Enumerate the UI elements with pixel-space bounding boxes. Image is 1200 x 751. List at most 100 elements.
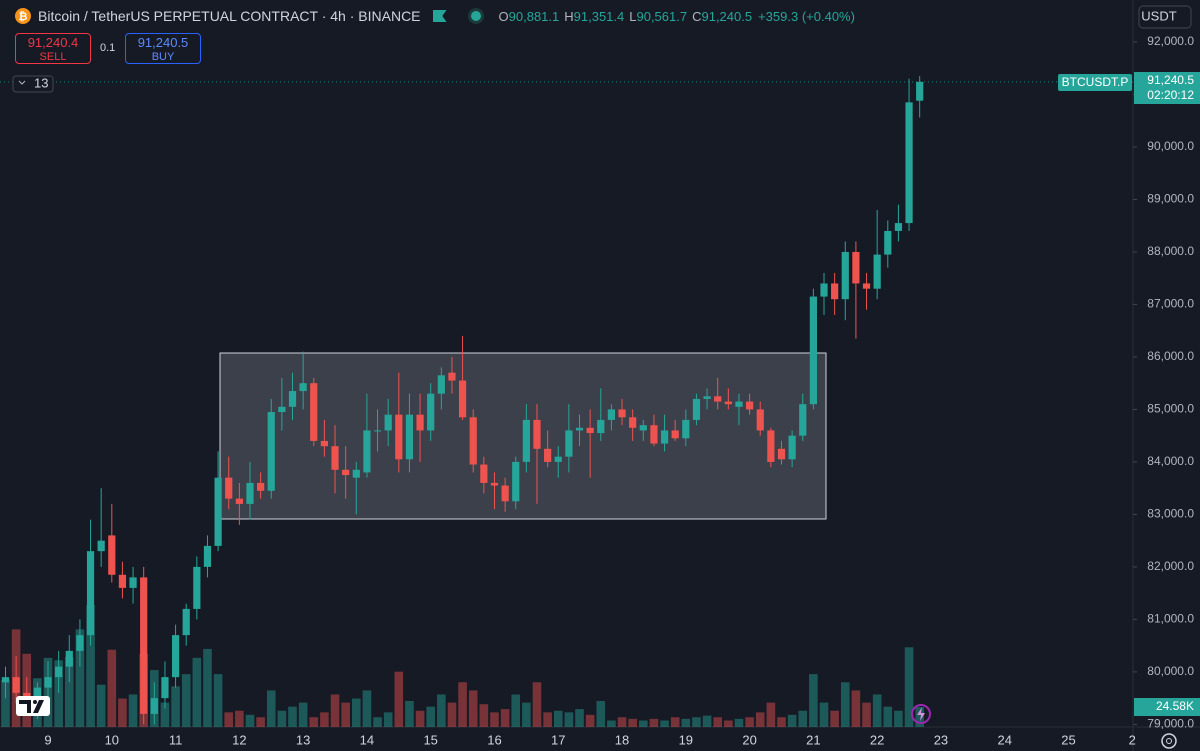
volume-tag-label: 24.58K xyxy=(1156,699,1194,713)
candle-body xyxy=(193,566,201,609)
ohlc-value: 91,351.4 xyxy=(573,8,625,24)
order-size[interactable]: 0.1 xyxy=(100,42,116,54)
volume-bar xyxy=(415,710,425,727)
volume-bar xyxy=(681,718,691,727)
volume-bar xyxy=(96,684,106,727)
ohlc-key: O xyxy=(498,8,509,24)
volume-bar xyxy=(341,702,350,727)
indicator-toggle[interactable] xyxy=(12,75,54,93)
candle-body xyxy=(225,477,233,499)
candle-body xyxy=(86,551,95,636)
candle-body xyxy=(501,485,509,502)
volume-bar xyxy=(607,720,616,727)
candle-body xyxy=(437,375,445,394)
volume-bar xyxy=(394,671,404,727)
candle-body xyxy=(490,482,499,486)
candle-body xyxy=(586,427,594,434)
y-tick-label: 79,000.0 xyxy=(1147,717,1194,731)
candle-body xyxy=(884,230,892,255)
volume-bar xyxy=(75,629,85,727)
sell-price: 91,240.4 xyxy=(27,35,79,50)
candle-layer xyxy=(1,76,924,725)
candle-body xyxy=(671,430,679,439)
x-tick-label: 18 xyxy=(615,732,629,747)
candle-body xyxy=(894,223,903,231)
candle-body xyxy=(416,414,424,431)
volume-bar xyxy=(192,657,202,727)
candle-body xyxy=(161,677,169,699)
volume-bar xyxy=(288,706,297,727)
volume-bar xyxy=(543,712,552,727)
candle-body xyxy=(618,409,626,418)
candle-body xyxy=(352,469,360,478)
status-dot xyxy=(470,11,481,21)
volume-bar xyxy=(617,717,627,727)
flag-icon[interactable] xyxy=(432,10,447,22)
ohlc-value: 91,240.5 xyxy=(701,8,753,24)
candle-body xyxy=(458,380,467,418)
candle-body xyxy=(767,430,775,462)
candle-body xyxy=(150,698,158,714)
x-tick-label: 19 xyxy=(679,732,693,747)
x-tick-label: 20 xyxy=(742,732,756,747)
candle-body xyxy=(575,427,584,431)
candle-body xyxy=(203,545,212,567)
x-tick-label: 25 xyxy=(1061,732,1075,747)
volume-bar xyxy=(809,674,818,727)
volume-bar xyxy=(107,649,117,727)
volume-bar xyxy=(479,704,489,727)
volume-bar xyxy=(224,712,234,727)
header: ₿ Bitcoin / TetherUS PERPETUAL CONTRACT … xyxy=(14,7,855,25)
settings-icon[interactable] xyxy=(1161,733,1177,749)
x-tick-label: 23 xyxy=(934,732,948,747)
candle-body xyxy=(565,430,573,457)
volume-bar xyxy=(894,710,903,727)
candle-body xyxy=(363,430,371,473)
candle-body xyxy=(873,254,881,289)
volume-bar xyxy=(458,682,467,727)
candle-body xyxy=(108,535,116,575)
candle-body xyxy=(55,666,63,678)
ohlc-item: O90,881.1 xyxy=(499,9,560,24)
buy-button[interactable]: 91,240.5 BUY xyxy=(125,33,201,64)
x-tick-label: 11 xyxy=(169,732,183,747)
candle-body xyxy=(522,419,530,462)
volume-bar xyxy=(447,702,457,727)
volume-bar xyxy=(309,717,319,727)
volume-bar xyxy=(840,682,850,727)
y-tick-label: 86,000.0 xyxy=(1147,349,1194,363)
y-tick-label: 89,000.0 xyxy=(1147,192,1194,206)
candle-body xyxy=(320,440,328,447)
candle-body xyxy=(182,608,190,636)
candle-body xyxy=(533,419,541,449)
candle-body xyxy=(841,251,849,300)
currency-button[interactable] xyxy=(1138,5,1192,29)
sell-button[interactable]: 91,240.4 SELL xyxy=(15,33,91,64)
ohlc-item: C91,240.5 xyxy=(692,9,752,24)
candle-body xyxy=(129,577,137,588)
volume-bar xyxy=(745,717,754,727)
volume-bar xyxy=(702,715,712,727)
currency-label: USDT xyxy=(1141,8,1176,23)
volume-bar xyxy=(904,647,914,727)
symbol-title[interactable]: Bitcoin / TetherUS PERPETUAL CONTRACT · … xyxy=(38,8,421,24)
volume-bar xyxy=(734,718,744,727)
volume-bar xyxy=(330,694,340,727)
x-tick-label: 13 xyxy=(296,732,310,747)
flash-icon[interactable] xyxy=(911,704,931,724)
volume-bar xyxy=(351,698,361,727)
candle-body xyxy=(799,404,807,436)
candle-body xyxy=(140,577,148,714)
volume-tag xyxy=(1134,698,1200,717)
volume-bar xyxy=(872,694,882,727)
price-tag-price: 91,240.5 xyxy=(1147,73,1194,87)
candle-body xyxy=(597,419,605,434)
candle-body xyxy=(660,430,669,444)
volume-bar xyxy=(320,712,329,727)
volume-bar xyxy=(266,690,276,727)
sell-label: SELL xyxy=(39,51,67,63)
volume-bar xyxy=(777,717,786,727)
candle-body xyxy=(724,401,732,405)
volume-bar xyxy=(54,660,63,727)
